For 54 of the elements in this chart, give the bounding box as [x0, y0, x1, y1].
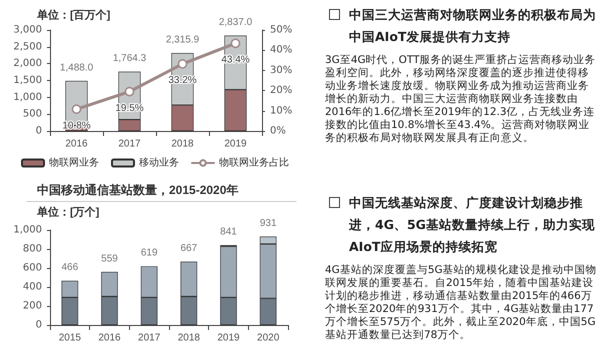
x-tick-label: 2018	[178, 332, 200, 344]
total-label: 2,837.0	[218, 16, 253, 28]
x-tick-label: 2016	[65, 138, 88, 150]
y-tick-label: 3,000	[13, 24, 42, 36]
x-tick-label: 2018	[171, 138, 194, 150]
text: 3G至4G时代，OTT服务的诞生严重挤占运营商移动业务盈利空间。此外，移动网络深度覆盖的逐步推进使得移动业务增长速度放缓。物联网业务成为推动运营商业务增长的新动力。中国三大运营商物联网业务连接数由2016年的1.6亿增长至2019年的12.3亿，占无线业务连接数的比值由10.8%增长至43.4%。运营商对物联网业务的积极布局对物联网发展具有正向意义。	[325, 54, 597, 145]
y-tick-label: 1,000	[13, 92, 42, 103]
total-label: 559	[101, 253, 118, 264]
legend-label: 物联网业务	[49, 156, 99, 168]
y2-tick-label: 0%	[270, 126, 286, 136]
text: 中国三大运营商对物联网业务的积极布局为中国AIoT发展提供有力支持	[348, 6, 597, 46]
total-label: 1,488.0	[60, 62, 94, 74]
chart-subtitle: 单位：[百万个]	[36, 8, 111, 22]
total-label: 2,315.9	[166, 34, 200, 46]
legend-label: 物联网业务占比	[219, 156, 289, 168]
y2-tick-label: 40%	[270, 44, 292, 56]
total-label: 619	[140, 248, 158, 259]
y-tick-label: 600	[22, 262, 42, 274]
y-tick-label: 500	[22, 108, 42, 120]
y-tick-label: 1,500	[13, 75, 42, 86]
total-label: 466	[61, 262, 79, 274]
total-label: 667	[180, 243, 198, 254]
y2-tick-label: 10%	[270, 105, 292, 116]
x-tick-label: 2017	[118, 138, 142, 150]
point	[230, 38, 240, 48]
y-tick-label: 0	[36, 320, 42, 330]
x-tick-label: 2017	[138, 332, 161, 344]
x-tick-label: 2019	[217, 332, 240, 344]
chart-title: 中国移动通信基站数量，2015-2020年	[37, 183, 238, 197]
y-tick-label: 200	[22, 300, 42, 312]
x-tick-label: 2016	[98, 332, 122, 344]
y-tick-label: 0	[36, 126, 42, 136]
y-tick-label: 2,000	[13, 58, 42, 70]
total-label: 931	[260, 218, 277, 230]
data-label: 10.8%	[62, 120, 91, 132]
total-label: 1,764.3	[112, 53, 147, 64]
text: 4G基站的深度覆盖与5G基站的规模化建设是推动中国物联网发展的重要基石。自2015年始，随着中国基站建设计划的稳步推进，移动通信基站数量由2015年的466万个增长至2020年的931万个。其中，4G基站数量由177万个增长至575万个。此外，截止至2020年底，中国5G基站开通数量已达到78万个。	[325, 264, 597, 342]
y2-tick-label: 20%	[270, 85, 292, 96]
y-tick-label: 400	[22, 282, 42, 292]
y2-tick-label: 50%	[270, 24, 292, 36]
y-tick-label: 2,500	[13, 41, 42, 52]
y-tick-label: 1,000	[13, 224, 42, 236]
legend-label: 移动业务	[139, 156, 179, 168]
point	[124, 86, 134, 96]
x-tick-label: 2020	[257, 332, 280, 344]
chart-subtitle: 单位：[万个]	[36, 206, 100, 218]
y-tick-label: 800	[22, 244, 42, 254]
text: 中国无线基站深度、广度建设计划稳步推进，4G、5G基站数量持续上行，助力实现AIoT应用场景的持续拓宽	[348, 194, 596, 256]
y2-tick-label: 30%	[270, 64, 292, 76]
point	[178, 59, 188, 69]
total-label: 841	[220, 226, 238, 238]
point	[72, 104, 82, 114]
x-tick-label: 2015	[58, 332, 82, 344]
x-tick-label: 2019	[224, 138, 248, 150]
